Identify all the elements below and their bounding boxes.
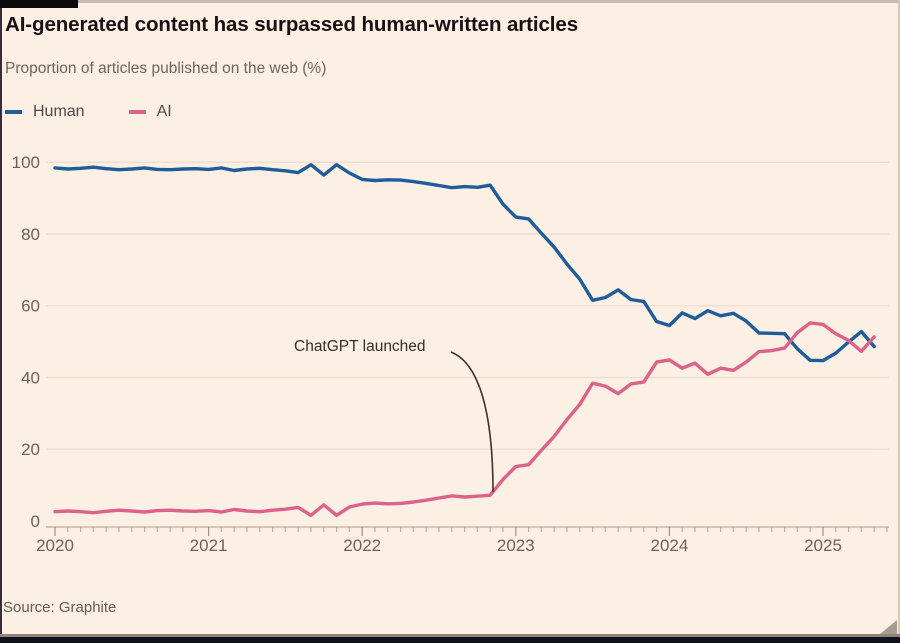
x-tick-label: 2022 [343, 536, 381, 555]
y-tick-label: 0 [31, 512, 40, 531]
ai-line-swatch-icon [128, 110, 146, 114]
x-tick-label: 2023 [497, 536, 535, 555]
chart-legend: Human AI [5, 103, 172, 121]
series-line-ai [53, 321, 876, 517]
x-tick-label: 2021 [190, 536, 228, 555]
frame-top-edge [0, 0, 900, 3]
y-tick-label: 20 [21, 440, 40, 459]
bottom-bar [0, 637, 900, 643]
y-tick-label: 100 [12, 153, 40, 172]
x-tick-label: 2020 [36, 536, 74, 555]
x-tick-label: 2025 [804, 536, 842, 555]
resize-corner-icon [880, 620, 897, 634]
chart-title: AI-generated content has surpassed human… [5, 13, 578, 36]
series-line-human [53, 162, 876, 363]
y-tick-label: 60 [21, 297, 40, 316]
frame-right-edge [898, 0, 900, 637]
annotation-chatgpt-launched: ChatGPT launched [294, 338, 426, 355]
y-tick-label: 40 [21, 368, 40, 387]
frame-left-edge [0, 0, 2, 637]
human-line-swatch-icon [5, 110, 22, 114]
legend-label-human: Human [33, 103, 85, 120]
chart-subtitle: Proportion of articles published on the … [5, 60, 327, 77]
legend-item-human: Human [5, 103, 85, 121]
y-tick-label: 80 [21, 225, 40, 244]
legend-label-ai: AI [156, 103, 172, 120]
legend-item-ai: AI [128, 103, 172, 121]
annotation-arrow [450, 351, 494, 493]
ft-top-tab [0, 0, 78, 8]
x-tick-label: 2024 [650, 536, 688, 555]
source-label: Source: Graphite [3, 599, 117, 616]
bottom-rule [0, 634, 900, 637]
